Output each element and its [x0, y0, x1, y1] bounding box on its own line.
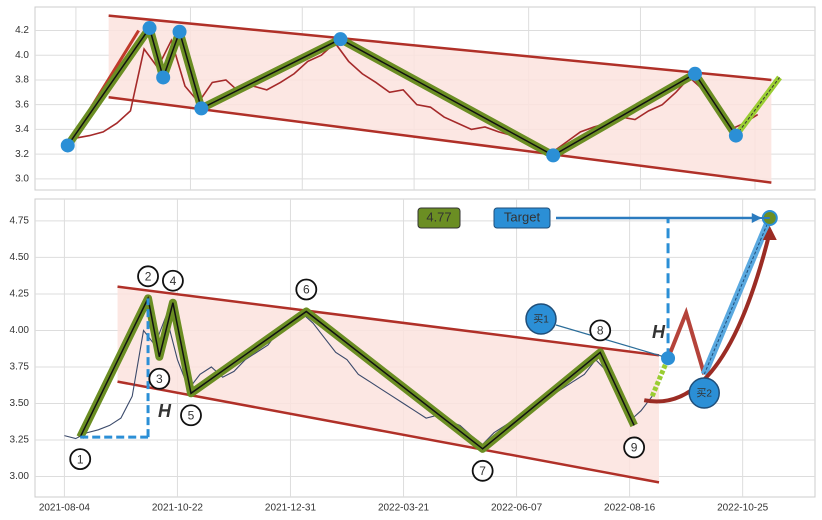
channel-upper [117, 285, 660, 357]
y-tick-label: 4.2 [15, 25, 29, 36]
pivot-point [333, 32, 348, 47]
buy2-label: 买2 [696, 388, 712, 400]
channel-fill [117, 286, 660, 483]
curve-arrow [643, 231, 772, 404]
pivot-label: 6 [303, 283, 310, 297]
pivot-label: 5 [188, 408, 195, 422]
h2-label: H [652, 322, 666, 342]
pivot-label: 1 [77, 452, 84, 466]
zigzag-line [79, 295, 635, 450]
pivot-label-circle [589, 319, 612, 342]
y-tick-label: 3.50 [10, 398, 30, 409]
buy1-circle [525, 303, 557, 335]
pivot-label-circle [148, 367, 171, 390]
y-tick-label: 3.8 [15, 75, 29, 86]
pivot-label: 9 [631, 441, 638, 455]
pivot-label-circle [295, 278, 318, 301]
y-tick-label: 3.0 [15, 174, 29, 185]
x-tick-label: 2022-10-25 [717, 503, 769, 514]
pivot-label: 3 [156, 372, 163, 386]
pivot-label: 7 [479, 464, 486, 478]
y-tick-label: 3.75 [10, 362, 30, 373]
buy2-circle [688, 377, 720, 409]
value-box [417, 207, 461, 229]
price-line [75, 38, 759, 153]
value-box-label: 4.77 [426, 209, 451, 224]
y-tick-label: 4.25 [10, 289, 30, 300]
projection-dash [649, 357, 671, 398]
pivot-label: 4 [170, 274, 177, 288]
channel-fill [108, 15, 772, 183]
pivot-label-circle [162, 269, 184, 292]
pivot-point [142, 21, 157, 36]
pivot-point [728, 128, 743, 143]
pivot-label-circle [623, 436, 646, 459]
pivot-point [194, 101, 209, 116]
pivot-point [156, 70, 171, 85]
channel-upper [108, 14, 772, 82]
target-box [493, 207, 551, 229]
y-tick-label: 3.4 [15, 124, 29, 135]
y-tick-label: 4.75 [10, 216, 30, 227]
x-tick-label: 2021-12-31 [265, 503, 317, 514]
buy1-label: 买1 [533, 314, 549, 326]
curve-arrow-head [762, 225, 777, 240]
y-tick-label: 3.2 [15, 149, 29, 160]
x-tick-label: 2021-08-04 [39, 503, 91, 514]
y-tick-label: 4.0 [15, 50, 29, 61]
pivot-label: 8 [597, 324, 604, 338]
projection-hump [666, 306, 707, 375]
x-tick-label: 2021-10-22 [152, 503, 204, 514]
channel-lower [117, 380, 660, 484]
pivot-label-circle [471, 459, 494, 482]
x-tick-label: 2022-06-07 [491, 503, 543, 514]
pivot-label-circle [69, 448, 92, 471]
y-tick-label: 3.6 [15, 99, 29, 110]
y-tick-label: 3.25 [10, 435, 30, 446]
y-tick-label: 4.00 [10, 325, 30, 336]
y-tick-label: 4.50 [10, 252, 30, 263]
h-label: H [158, 401, 172, 421]
y-tick-label: 3.00 [10, 471, 30, 482]
buy1-pointer [555, 324, 663, 357]
target-line [703, 217, 771, 375]
x-tick-label: 2022-08-16 [604, 503, 656, 514]
x-tick-label: 2022-03-21 [378, 503, 430, 514]
pivot-label: 2 [145, 270, 152, 284]
pivot-label-circle [137, 265, 159, 288]
pivot-point [60, 138, 75, 153]
pivot-point [172, 24, 187, 39]
target-box-label: Target [504, 209, 541, 224]
projection-line [735, 77, 780, 136]
pivot-point [688, 66, 702, 81]
pivot-label-circle [180, 404, 202, 427]
channel-lower [108, 96, 772, 184]
pivot-point [546, 148, 561, 163]
